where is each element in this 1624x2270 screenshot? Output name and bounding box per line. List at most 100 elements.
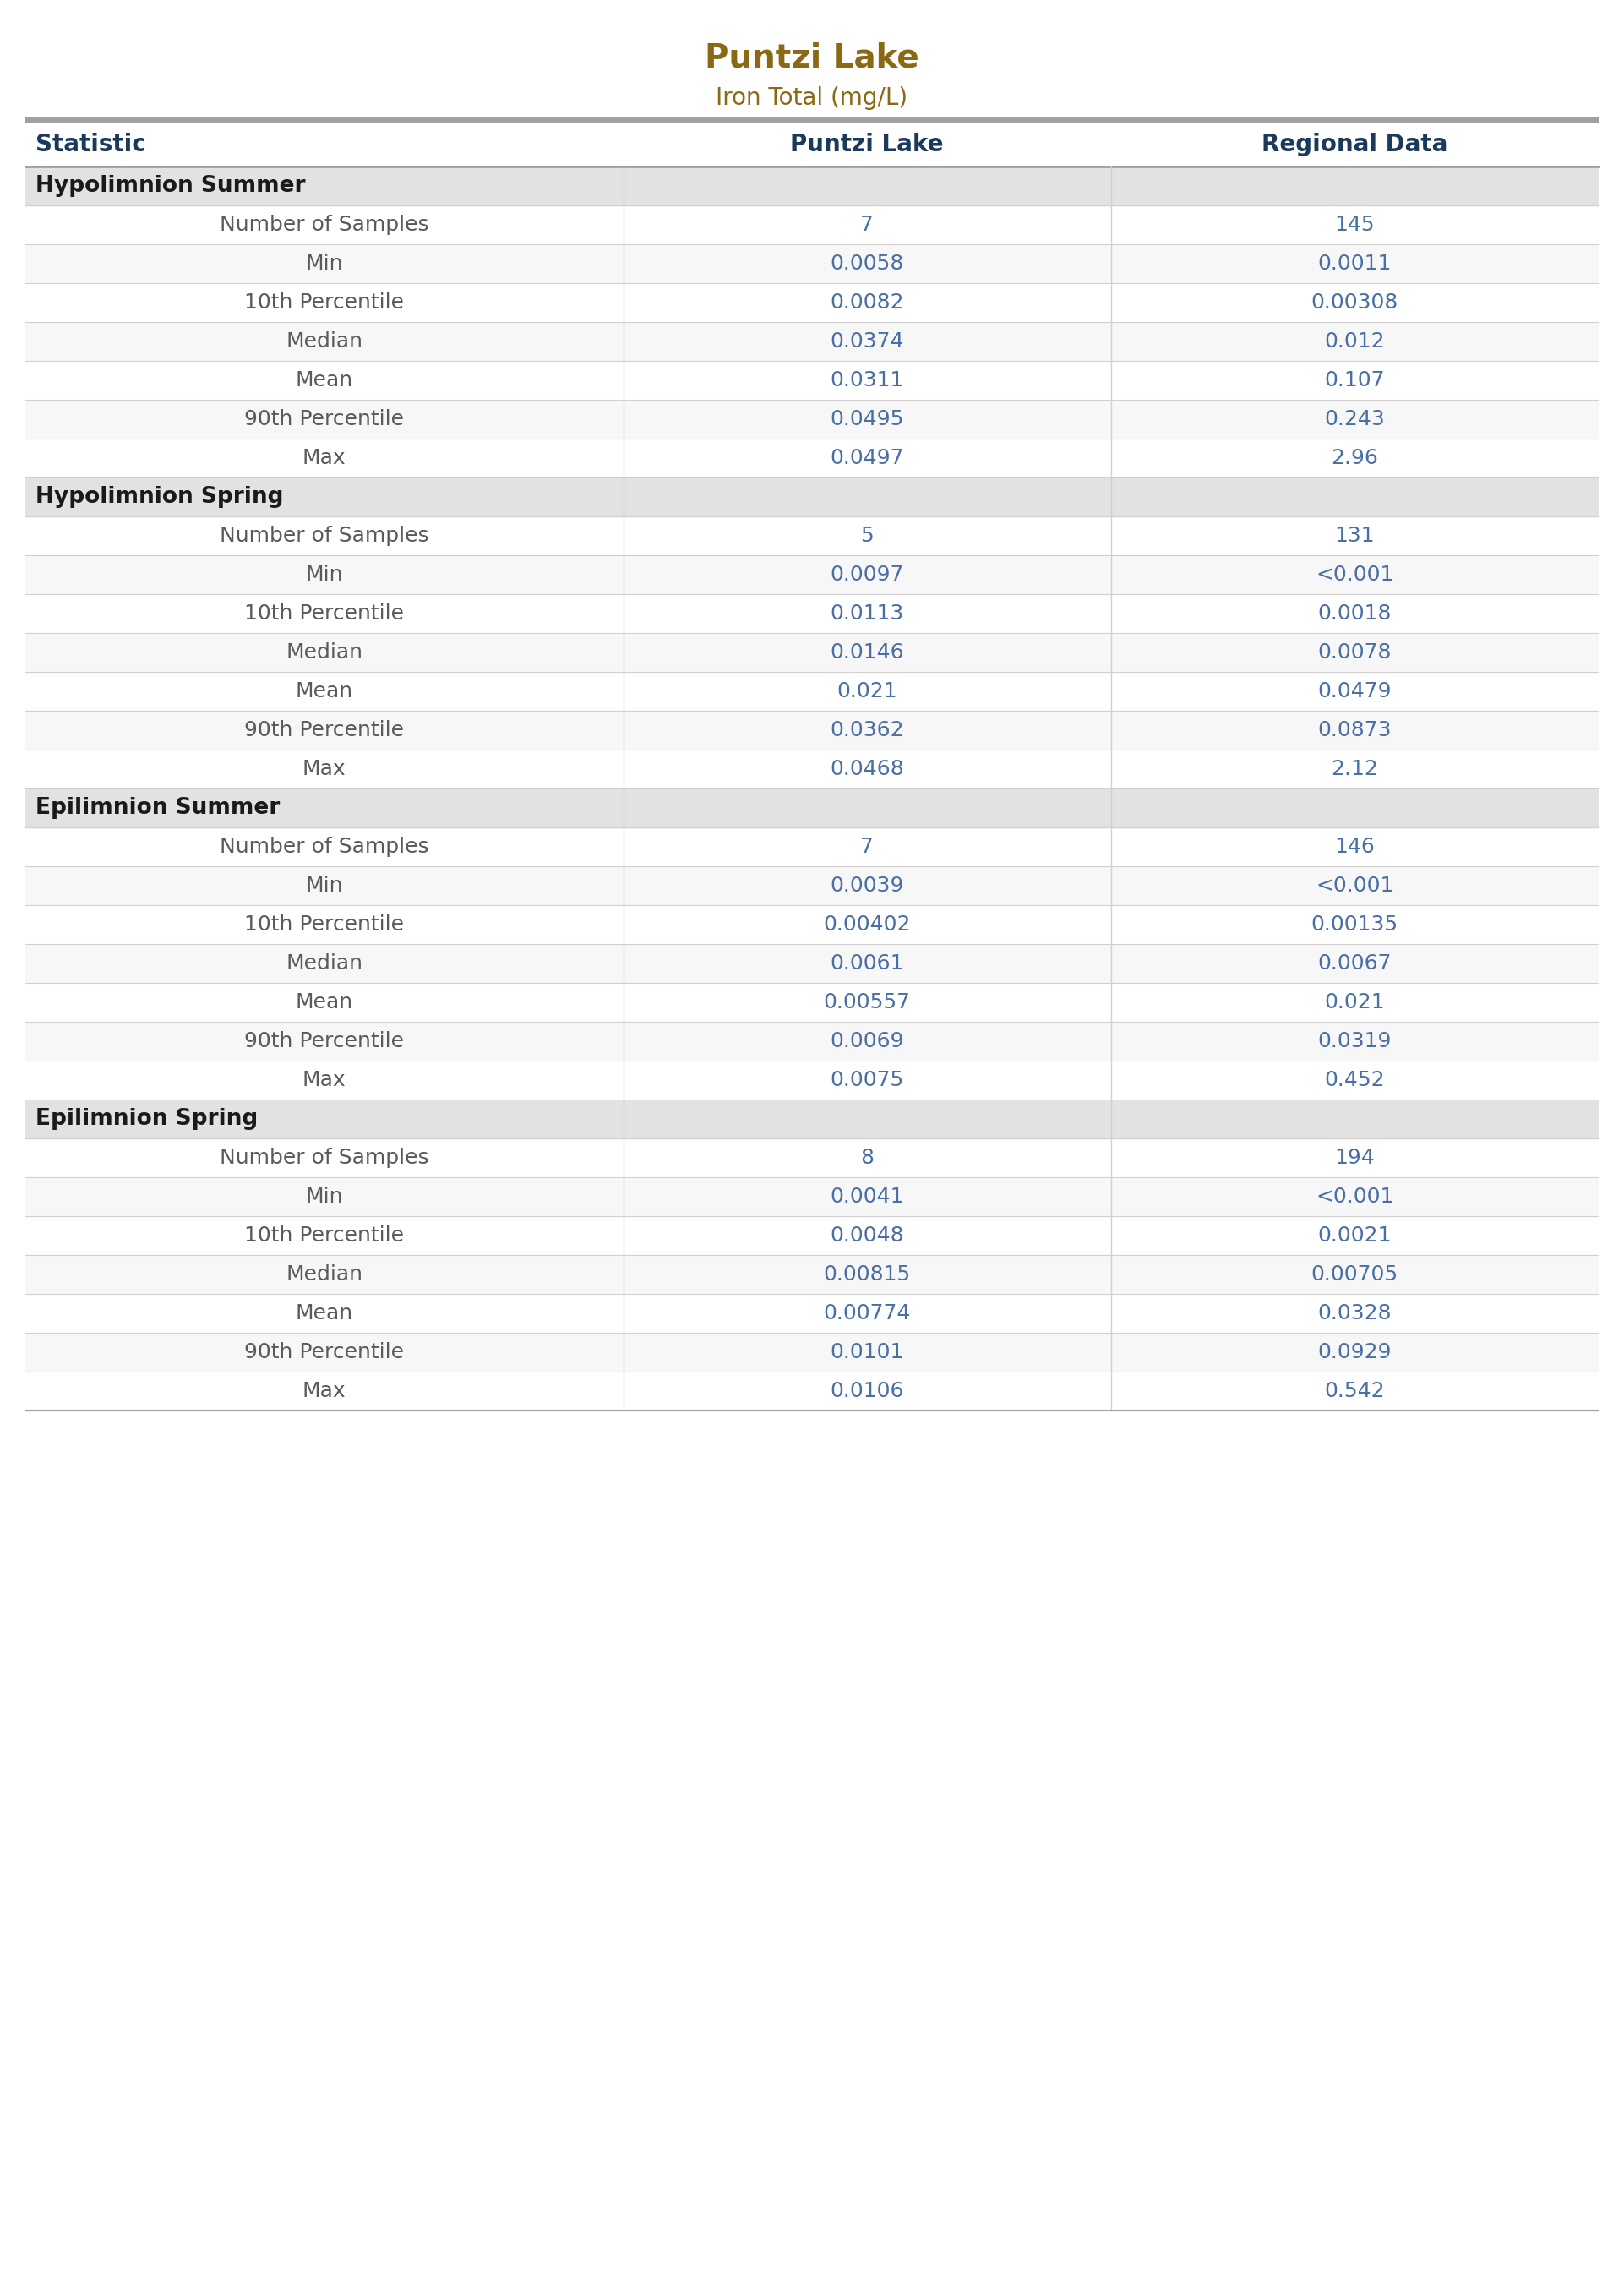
Text: 5: 5 xyxy=(861,527,874,547)
Text: 0.00815: 0.00815 xyxy=(823,1264,911,1285)
Text: 0.0146: 0.0146 xyxy=(830,642,905,663)
Bar xyxy=(26,361,1598,400)
Text: 0.021: 0.021 xyxy=(1325,992,1385,1012)
Text: Min: Min xyxy=(305,565,343,586)
Text: 0.452: 0.452 xyxy=(1325,1069,1385,1090)
Bar xyxy=(26,166,1598,204)
Text: 90th Percentile: 90th Percentile xyxy=(245,1342,404,1362)
Text: <0.001: <0.001 xyxy=(1315,876,1393,897)
Bar xyxy=(26,749,1598,788)
Text: 0.0058: 0.0058 xyxy=(830,254,905,275)
Text: 0.0328: 0.0328 xyxy=(1317,1303,1392,1323)
Text: Mean: Mean xyxy=(296,1303,352,1323)
Bar xyxy=(26,322,1598,361)
Text: 0.00774: 0.00774 xyxy=(823,1303,911,1323)
Text: Number of Samples: Number of Samples xyxy=(219,838,429,858)
Bar xyxy=(26,477,1598,515)
Text: 0.0873: 0.0873 xyxy=(1317,720,1392,740)
Text: 0.00135: 0.00135 xyxy=(1311,915,1398,935)
Text: Median: Median xyxy=(286,331,362,352)
Text: 0.0021: 0.0021 xyxy=(1317,1226,1392,1246)
Bar xyxy=(26,1178,1598,1217)
Text: 0.00705: 0.00705 xyxy=(1311,1264,1398,1285)
Text: 0.0041: 0.0041 xyxy=(830,1187,905,1208)
Bar xyxy=(26,983,1598,1022)
Text: 0.0311: 0.0311 xyxy=(830,370,905,390)
Text: 0.0106: 0.0106 xyxy=(830,1380,905,1401)
Text: 0.00557: 0.00557 xyxy=(823,992,911,1012)
Bar xyxy=(26,1022,1598,1060)
Text: Median: Median xyxy=(286,1264,362,1285)
Bar xyxy=(26,595,1598,633)
Text: 0.0082: 0.0082 xyxy=(830,293,905,313)
Text: 10th Percentile: 10th Percentile xyxy=(245,604,404,624)
Text: 0.542: 0.542 xyxy=(1325,1380,1385,1401)
Text: 0.0078: 0.0078 xyxy=(1317,642,1392,663)
Bar xyxy=(26,1294,1598,1332)
Text: Max: Max xyxy=(302,758,346,779)
Bar xyxy=(26,1371,1598,1410)
Text: 0.0069: 0.0069 xyxy=(830,1031,905,1051)
Text: <0.001: <0.001 xyxy=(1315,565,1393,586)
Text: 131: 131 xyxy=(1335,527,1376,547)
Text: 145: 145 xyxy=(1335,216,1376,234)
Text: Statistic: Statistic xyxy=(36,132,146,157)
Bar xyxy=(26,1137,1598,1178)
Text: <0.001: <0.001 xyxy=(1315,1187,1393,1208)
Text: 2.96: 2.96 xyxy=(1332,447,1379,468)
Text: 10th Percentile: 10th Percentile xyxy=(245,293,404,313)
Bar xyxy=(26,711,1598,749)
Text: Min: Min xyxy=(305,254,343,275)
Text: 0.021: 0.021 xyxy=(836,681,898,701)
Text: Max: Max xyxy=(302,447,346,468)
Text: Regional Data: Regional Data xyxy=(1262,132,1449,157)
Text: 2.12: 2.12 xyxy=(1332,758,1379,779)
Text: 0.0097: 0.0097 xyxy=(830,565,905,586)
Text: 0.0479: 0.0479 xyxy=(1317,681,1392,701)
Text: 0.243: 0.243 xyxy=(1325,409,1385,429)
Text: Puntzi Lake: Puntzi Lake xyxy=(705,43,919,75)
Text: 0.0113: 0.0113 xyxy=(830,604,905,624)
Text: Mean: Mean xyxy=(296,992,352,1012)
Text: Min: Min xyxy=(305,876,343,897)
Bar xyxy=(26,400,1598,438)
Bar xyxy=(26,556,1598,595)
Text: 0.0011: 0.0011 xyxy=(1317,254,1392,275)
Text: Number of Samples: Number of Samples xyxy=(219,216,429,234)
Text: 0.00402: 0.00402 xyxy=(823,915,911,935)
Text: Hypolimnion Spring: Hypolimnion Spring xyxy=(36,486,284,508)
Text: 7: 7 xyxy=(861,216,874,234)
Bar xyxy=(26,867,1598,906)
Text: 90th Percentile: 90th Percentile xyxy=(245,1031,404,1051)
Bar xyxy=(26,123,1598,166)
Text: 0.0929: 0.0929 xyxy=(1317,1342,1392,1362)
Text: 146: 146 xyxy=(1335,838,1376,858)
Text: 0.0362: 0.0362 xyxy=(830,720,905,740)
Bar xyxy=(26,1099,1598,1137)
Bar xyxy=(26,906,1598,944)
Text: Number of Samples: Number of Samples xyxy=(219,1149,429,1169)
Text: Max: Max xyxy=(302,1069,346,1090)
Text: 0.0048: 0.0048 xyxy=(830,1226,905,1246)
Bar xyxy=(26,826,1598,867)
Text: 0.107: 0.107 xyxy=(1325,370,1385,390)
Text: 0.0067: 0.0067 xyxy=(1317,953,1392,974)
Text: Epilimnion Summer: Epilimnion Summer xyxy=(36,797,279,819)
Text: 90th Percentile: 90th Percentile xyxy=(245,720,404,740)
Bar xyxy=(26,284,1598,322)
Text: 10th Percentile: 10th Percentile xyxy=(245,915,404,935)
Text: 8: 8 xyxy=(861,1149,874,1169)
Text: Mean: Mean xyxy=(296,681,352,701)
Bar xyxy=(26,245,1598,284)
Text: 0.0468: 0.0468 xyxy=(830,758,905,779)
Bar xyxy=(26,633,1598,672)
Text: 0.00308: 0.00308 xyxy=(1311,293,1398,313)
Text: 0.0061: 0.0061 xyxy=(830,953,905,974)
Text: 0.0101: 0.0101 xyxy=(830,1342,905,1362)
Bar xyxy=(26,1060,1598,1099)
Text: 7: 7 xyxy=(861,838,874,858)
Text: 0.0075: 0.0075 xyxy=(830,1069,905,1090)
Text: 194: 194 xyxy=(1335,1149,1376,1169)
Bar xyxy=(26,438,1598,477)
Text: Median: Median xyxy=(286,953,362,974)
